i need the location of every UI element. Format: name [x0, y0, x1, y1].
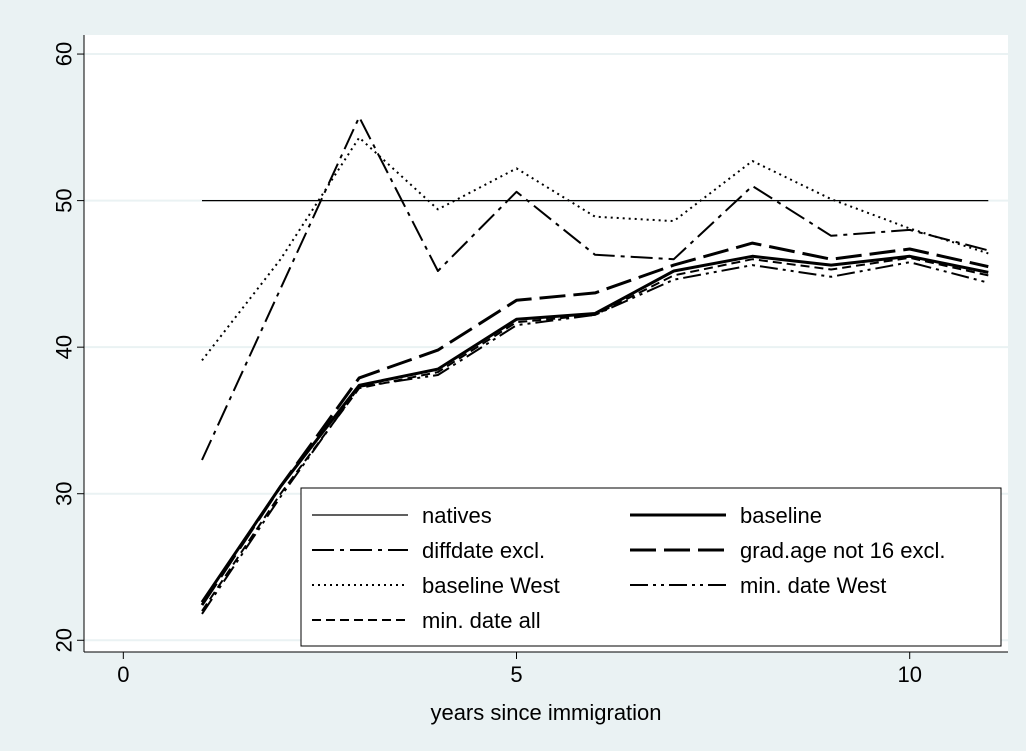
legend-label: min. date all	[422, 608, 541, 633]
series-line-baseline-west	[201, 136, 989, 362]
legend-label: baseline West	[422, 573, 560, 598]
legend-label: diffdate excl.	[422, 538, 545, 563]
x-tick-label: 10	[897, 662, 921, 687]
series-line-baseline	[200, 254, 989, 604]
series-line-min-date-all	[201, 256, 989, 612]
y-tick-label: 60	[52, 42, 77, 66]
legend-box	[300, 487, 1002, 647]
legend-label: baseline	[740, 503, 822, 528]
y-tick-label: 20	[52, 628, 77, 652]
legend-label: grad.age not 16 excl.	[740, 538, 945, 563]
x-tick-label: 0	[117, 662, 129, 687]
series-line-diffdate-excl-	[201, 116, 989, 461]
x-tick-label: 5	[510, 662, 522, 687]
y-tick-label: 40	[52, 335, 77, 359]
legend: natives baseline diffdate excl. grad.age no…	[300, 487, 1002, 647]
series-line-grad-age-not-16-excl-	[200, 241, 989, 606]
legend-label: min. date West	[740, 573, 886, 598]
y-tick-label: 50	[52, 188, 77, 212]
x-axis-title: years since immigration	[430, 700, 661, 725]
legend-label: natives	[422, 503, 492, 528]
y-tick-label: 30	[52, 481, 77, 505]
